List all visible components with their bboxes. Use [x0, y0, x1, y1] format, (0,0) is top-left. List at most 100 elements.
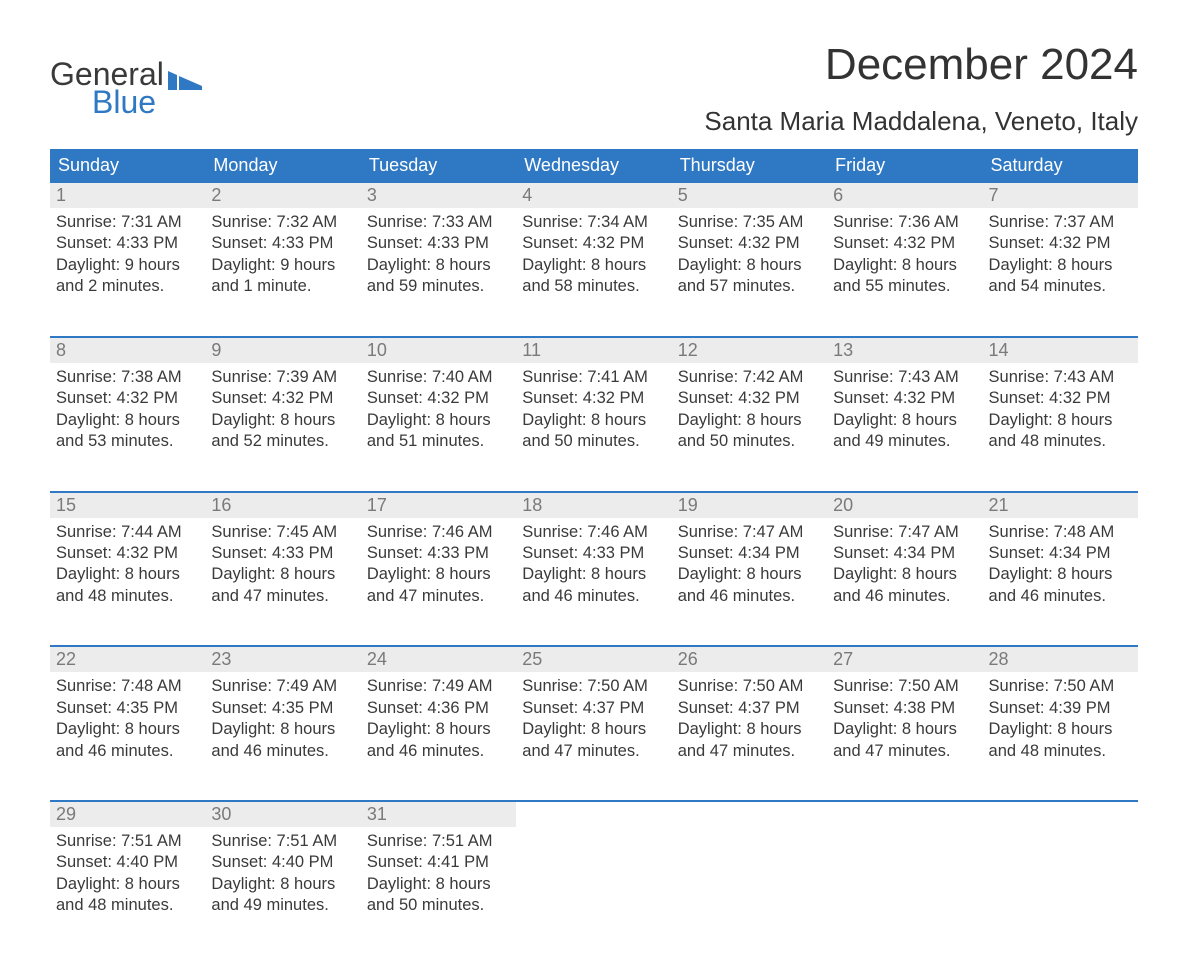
sunrise-text: Sunrise: 7:47 AM: [833, 522, 976, 543]
day-details: Sunrise: 7:38 AMSunset: 4:32 PMDaylight:…: [50, 363, 205, 455]
sunrise-text: Sunrise: 7:43 AM: [989, 367, 1132, 388]
sunset-text: Sunset: 4:32 PM: [833, 233, 976, 254]
daylight-text-1: Daylight: 8 hours: [989, 719, 1132, 740]
day-details: Sunrise: 7:43 AMSunset: 4:32 PMDaylight:…: [827, 363, 982, 455]
sunset-text: Sunset: 4:38 PM: [833, 698, 976, 719]
day-details: Sunrise: 7:40 AMSunset: 4:32 PMDaylight:…: [361, 363, 516, 455]
sunrise-text: Sunrise: 7:37 AM: [989, 212, 1132, 233]
col-friday: Friday: [827, 149, 982, 183]
daylight-text-1: Daylight: 8 hours: [211, 410, 354, 431]
daynum-row: 891011121314: [50, 337, 1138, 363]
sunrise-text: Sunrise: 7:48 AM: [56, 676, 199, 697]
daylight-text-2: and 55 minutes.: [833, 276, 976, 297]
day-number: 23: [205, 646, 360, 672]
day-details: Sunrise: 7:42 AMSunset: 4:32 PMDaylight:…: [672, 363, 827, 455]
sunrise-text: Sunrise: 7:44 AM: [56, 522, 199, 543]
day-details: Sunrise: 7:45 AMSunset: 4:33 PMDaylight:…: [205, 518, 360, 610]
sunrise-text: Sunrise: 7:50 AM: [678, 676, 821, 697]
daylight-text-1: Daylight: 8 hours: [56, 410, 199, 431]
day-details: Sunrise: 7:51 AMSunset: 4:40 PMDaylight:…: [205, 827, 360, 919]
sunset-text: Sunset: 4:37 PM: [522, 698, 665, 719]
page: General Blue December 2024 Santa Maria M…: [0, 0, 1188, 969]
col-monday: Monday: [205, 149, 360, 183]
sunset-text: Sunset: 4:33 PM: [211, 233, 354, 254]
daylight-text-1: Daylight: 8 hours: [211, 874, 354, 895]
day-details: Sunrise: 7:44 AMSunset: 4:32 PMDaylight:…: [50, 518, 205, 610]
daylight-text-2: and 46 minutes.: [56, 741, 199, 762]
day-number: 31: [361, 801, 516, 827]
daylight-text-1: Daylight: 8 hours: [989, 410, 1132, 431]
day-details: Sunrise: 7:36 AMSunset: 4:32 PMDaylight:…: [827, 208, 982, 300]
day-number: 18: [516, 492, 671, 518]
day-number: 20: [827, 492, 982, 518]
brand-flag-icon: [168, 68, 202, 90]
daylight-text-2: and 48 minutes.: [56, 586, 199, 607]
sunset-text: Sunset: 4:32 PM: [989, 388, 1132, 409]
daylight-text-1: Daylight: 8 hours: [989, 564, 1132, 585]
day-number: 2: [205, 183, 360, 208]
day-details: Sunrise: 7:50 AMSunset: 4:38 PMDaylight:…: [827, 672, 982, 764]
daylight-text-2: and 46 minutes.: [989, 586, 1132, 607]
sunrise-text: Sunrise: 7:33 AM: [367, 212, 510, 233]
day-details: Sunrise: 7:49 AMSunset: 4:36 PMDaylight:…: [361, 672, 516, 764]
sunset-text: Sunset: 4:33 PM: [367, 233, 510, 254]
week-spacer: [50, 764, 1138, 801]
daylight-text-1: Daylight: 8 hours: [56, 719, 199, 740]
day-number: 9: [205, 337, 360, 363]
details-row: Sunrise: 7:44 AMSunset: 4:32 PMDaylight:…: [50, 518, 1138, 610]
daylight-text-1: Daylight: 8 hours: [367, 410, 510, 431]
daylight-text-1: Daylight: 8 hours: [522, 564, 665, 585]
day-details: Sunrise: 7:47 AMSunset: 4:34 PMDaylight:…: [827, 518, 982, 610]
day-number: 17: [361, 492, 516, 518]
daynum-row: 15161718192021: [50, 492, 1138, 518]
sunset-text: Sunset: 4:33 PM: [56, 233, 199, 254]
col-sunday: Sunday: [50, 149, 205, 183]
daylight-text-1: Daylight: 8 hours: [833, 255, 976, 276]
sunset-text: Sunset: 4:32 PM: [522, 388, 665, 409]
sunset-text: Sunset: 4:36 PM: [367, 698, 510, 719]
day-details: Sunrise: 7:48 AMSunset: 4:35 PMDaylight:…: [50, 672, 205, 764]
daylight-text-1: Daylight: 8 hours: [678, 719, 821, 740]
day-number: [672, 801, 827, 827]
daylight-text-2: and 54 minutes.: [989, 276, 1132, 297]
day-number: 8: [50, 337, 205, 363]
day-number: 22: [50, 646, 205, 672]
sunset-text: Sunset: 4:34 PM: [989, 543, 1132, 564]
sunrise-text: Sunrise: 7:51 AM: [367, 831, 510, 852]
day-number: 30: [205, 801, 360, 827]
daylight-text-1: Daylight: 8 hours: [367, 874, 510, 895]
day-number: 10: [361, 337, 516, 363]
day-details: Sunrise: 7:51 AMSunset: 4:40 PMDaylight:…: [50, 827, 205, 919]
day-number: 26: [672, 646, 827, 672]
day-details: Sunrise: 7:46 AMSunset: 4:33 PMDaylight:…: [361, 518, 516, 610]
sunrise-text: Sunrise: 7:50 AM: [833, 676, 976, 697]
sunrise-text: Sunrise: 7:41 AM: [522, 367, 665, 388]
sunset-text: Sunset: 4:35 PM: [211, 698, 354, 719]
title-block: December 2024 Santa Maria Maddalena, Ven…: [704, 30, 1138, 149]
daylight-text-1: Daylight: 8 hours: [989, 255, 1132, 276]
day-details: Sunrise: 7:39 AMSunset: 4:32 PMDaylight:…: [205, 363, 360, 455]
sunset-text: Sunset: 4:33 PM: [522, 543, 665, 564]
daylight-text-1: Daylight: 8 hours: [522, 719, 665, 740]
header: General Blue December 2024 Santa Maria M…: [50, 30, 1138, 149]
day-details: Sunrise: 7:48 AMSunset: 4:34 PMDaylight:…: [983, 518, 1138, 610]
week-spacer: [50, 300, 1138, 337]
sunrise-text: Sunrise: 7:46 AM: [367, 522, 510, 543]
daylight-text-2: and 46 minutes.: [678, 586, 821, 607]
sunrise-text: Sunrise: 7:49 AM: [211, 676, 354, 697]
sunrise-text: Sunrise: 7:35 AM: [678, 212, 821, 233]
daylight-text-2: and 49 minutes.: [833, 431, 976, 452]
daynum-row: 1234567: [50, 183, 1138, 208]
brand-logo: General Blue: [50, 58, 202, 119]
calendar-table: Sunday Monday Tuesday Wednesday Thursday…: [50, 149, 1138, 919]
sunrise-text: Sunrise: 7:34 AM: [522, 212, 665, 233]
day-details: Sunrise: 7:37 AMSunset: 4:32 PMDaylight:…: [983, 208, 1138, 300]
details-row: Sunrise: 7:51 AMSunset: 4:40 PMDaylight:…: [50, 827, 1138, 919]
daylight-text-1: Daylight: 8 hours: [56, 874, 199, 895]
day-details: Sunrise: 7:35 AMSunset: 4:32 PMDaylight:…: [672, 208, 827, 300]
sunrise-text: Sunrise: 7:43 AM: [833, 367, 976, 388]
daylight-text-1: Daylight: 8 hours: [833, 719, 976, 740]
day-number: 12: [672, 337, 827, 363]
sunset-text: Sunset: 4:35 PM: [56, 698, 199, 719]
day-details: [827, 827, 982, 919]
